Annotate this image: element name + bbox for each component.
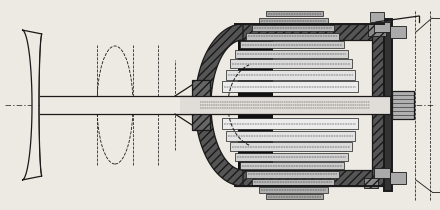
Bar bbox=[252, 25, 334, 31]
Bar bbox=[180, 96, 390, 114]
Bar bbox=[230, 142, 352, 151]
Bar bbox=[390, 26, 406, 38]
Bar bbox=[364, 178, 378, 188]
Bar bbox=[240, 41, 344, 48]
Bar bbox=[240, 162, 344, 169]
Bar bbox=[374, 22, 390, 32]
Bar bbox=[368, 24, 386, 36]
Bar bbox=[226, 70, 355, 80]
Bar bbox=[40, 96, 222, 114]
Bar bbox=[372, 24, 384, 186]
Bar bbox=[230, 59, 352, 68]
Bar bbox=[238, 41, 273, 169]
Polygon shape bbox=[195, 24, 243, 186]
Bar bbox=[252, 179, 334, 185]
Bar bbox=[259, 186, 328, 193]
Bar bbox=[235, 50, 348, 58]
Bar bbox=[246, 171, 339, 177]
Polygon shape bbox=[211, 40, 372, 170]
Bar bbox=[235, 170, 372, 186]
Bar bbox=[222, 81, 358, 92]
Bar bbox=[266, 194, 323, 199]
Bar bbox=[235, 24, 372, 40]
Bar bbox=[390, 172, 406, 184]
Bar bbox=[392, 91, 414, 119]
Bar bbox=[192, 80, 210, 130]
Bar bbox=[246, 33, 339, 39]
Bar bbox=[222, 118, 358, 129]
Bar bbox=[259, 17, 328, 24]
Bar bbox=[235, 152, 348, 160]
Bar bbox=[374, 168, 390, 178]
Bar bbox=[266, 11, 323, 16]
Polygon shape bbox=[22, 30, 42, 180]
Bar bbox=[370, 12, 384, 22]
Bar bbox=[226, 130, 355, 140]
Bar bbox=[384, 19, 392, 191]
